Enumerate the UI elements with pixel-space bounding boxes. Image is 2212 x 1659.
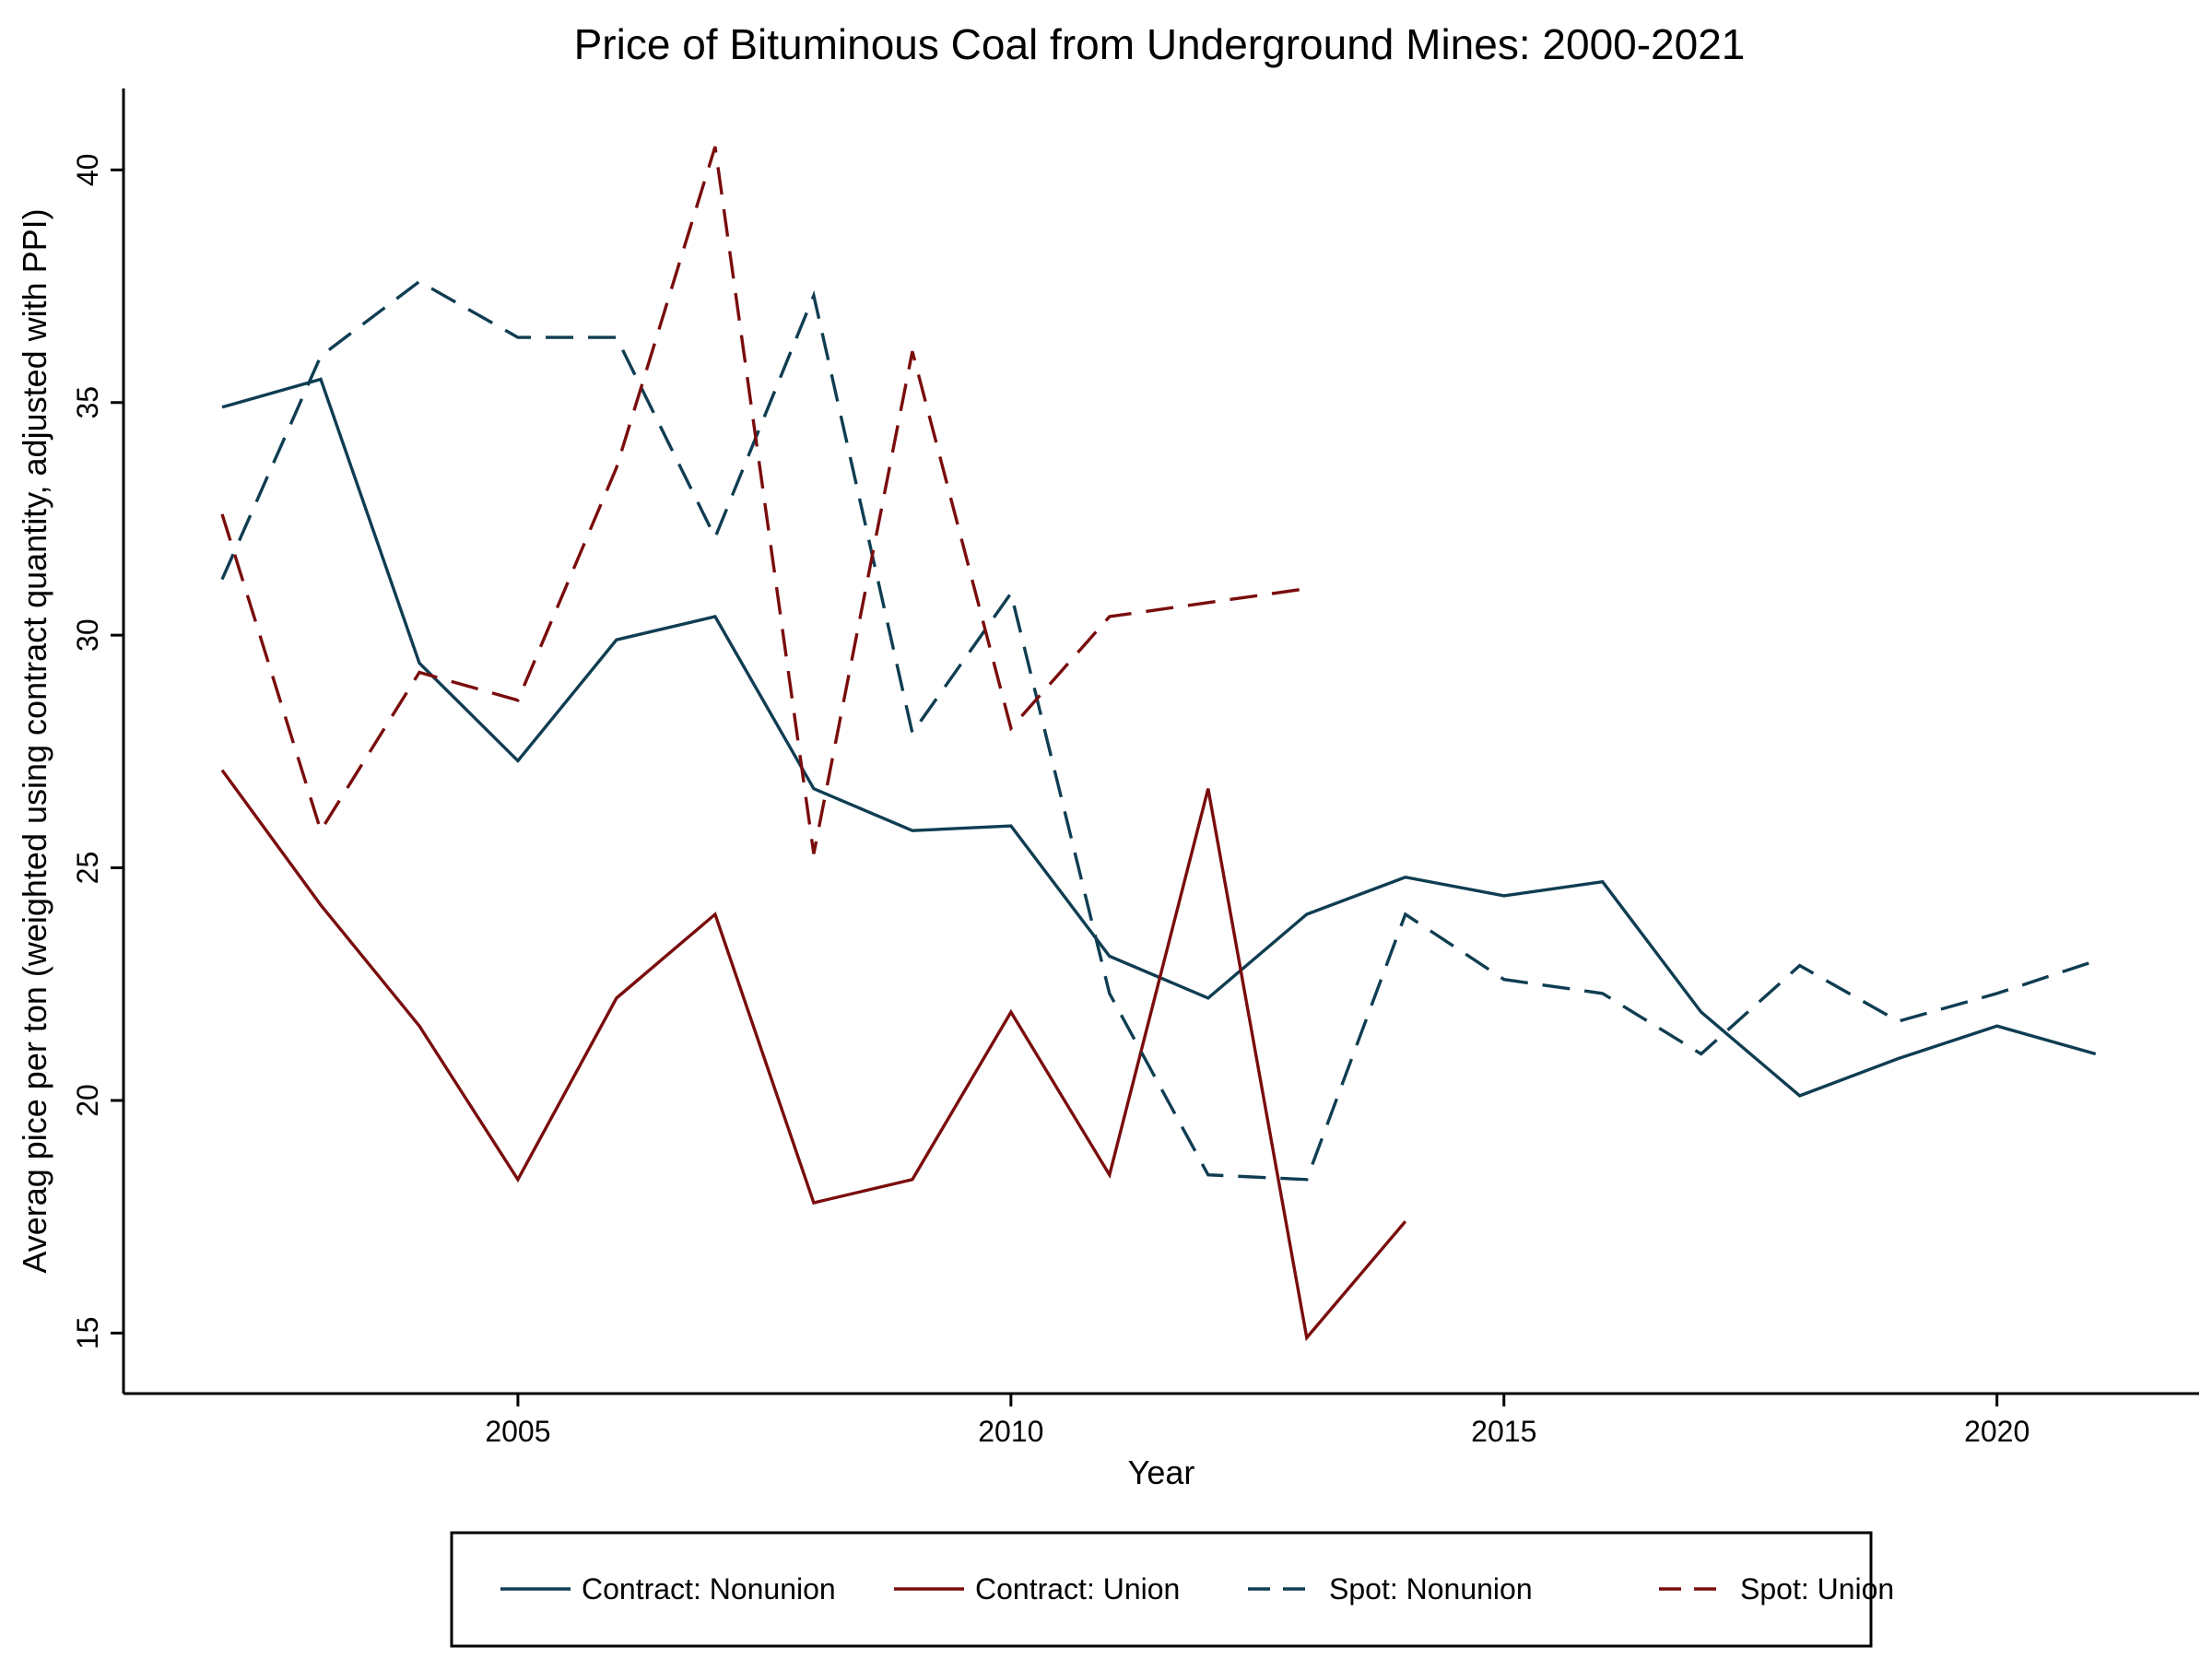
- series-line-2: [220, 769, 1407, 1342]
- x-axis-title: Year: [1128, 1453, 1195, 1491]
- x-tick-label: 2015: [1471, 1415, 1536, 1448]
- chart-title: Price of Bituminous Coal from Undergroun…: [574, 20, 1746, 68]
- legend-items: Contract: Nonunion Contract: Union Spot: N…: [500, 1572, 1894, 1606]
- legend-label-2: Contract: Union: [975, 1572, 1180, 1606]
- y-tick-label: 20: [71, 1084, 104, 1117]
- legend: Contract: Nonunion Contract: Union Spot: N…: [450, 1531, 1894, 1648]
- legend-label-1: Contract: Nonunion: [582, 1572, 836, 1606]
- legend-label-3: Spot: Nonunion: [1329, 1572, 1533, 1606]
- series-line-3: [220, 279, 2097, 1182]
- y-tick-label: 35: [71, 386, 104, 419]
- series-layer: [220, 146, 2097, 1342]
- y-ticks: 15 20 25 30 35 40: [71, 154, 124, 1350]
- y-tick-label: 25: [71, 852, 104, 885]
- y-axis-title: Averag pice per ton (weighted using cont…: [16, 208, 53, 1273]
- series-line-1: [221, 377, 2097, 1098]
- x-tick-label: 2010: [978, 1415, 1043, 1448]
- series-line-4: [220, 146, 1308, 854]
- y-tick-label: 40: [71, 154, 104, 187]
- x-tick-label: 2020: [1964, 1415, 2030, 1448]
- y-tick-label: 30: [71, 618, 104, 652]
- x-tick-label: 2005: [485, 1415, 550, 1448]
- y-tick-label: 15: [71, 1317, 104, 1350]
- legend-label-4: Spot: Union: [1740, 1572, 1894, 1606]
- plot-area: 2005 2010 2015 2020 15 20 25 30 35 40: [71, 88, 2199, 1448]
- x-ticks: 2005 2010 2015 2020: [485, 1394, 2030, 1448]
- legend-box: [450, 1531, 1873, 1648]
